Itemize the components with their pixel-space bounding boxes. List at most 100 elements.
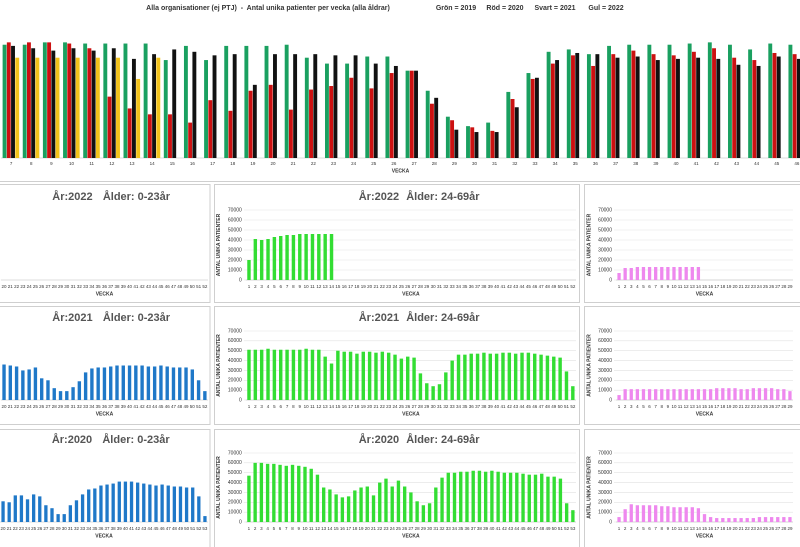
bar [1, 501, 5, 522]
x-tick-label: 35 [92, 526, 98, 531]
x-tick-label: 1 [618, 284, 621, 289]
bar [21, 370, 25, 400]
bar [27, 369, 31, 400]
x-tick-label: 47 [171, 284, 177, 289]
x-tick-label: 47 [539, 404, 545, 409]
x-tick-label: 5 [273, 284, 276, 289]
x-tick-label: 17 [348, 404, 354, 409]
x-tick-label: 15 [334, 526, 340, 531]
bar [712, 48, 716, 159]
bar [203, 516, 207, 522]
x-tick-label: 51 [558, 526, 564, 531]
y-tick-label: 0 [609, 277, 612, 283]
x-tick-label: 8 [291, 526, 294, 531]
bar [414, 70, 418, 158]
bar [788, 391, 792, 400]
x-tick-label: 23 [386, 404, 392, 409]
bar [116, 57, 120, 159]
bar [666, 267, 670, 280]
x-tick-label: 37 [471, 526, 477, 531]
x-tick-label: 16 [190, 161, 196, 166]
x-tick-label: 20 [365, 526, 371, 531]
x-tick-label: 38 [477, 526, 483, 531]
bar [494, 132, 499, 158]
x-tick-label: 20 [733, 284, 739, 289]
x-tick-label: 36 [98, 526, 104, 531]
bar [208, 100, 213, 158]
x-tick-label: 30 [64, 404, 70, 409]
x-tick-label: 4 [267, 284, 270, 289]
x-tick-label: 26 [37, 526, 43, 531]
bar [142, 483, 146, 522]
bar [58, 391, 63, 400]
x-tick-label: 7 [654, 284, 657, 289]
x-tick-label: 10 [304, 404, 310, 409]
bar [178, 367, 182, 400]
chart-subtitle: Ålder: 24-69år [406, 311, 480, 324]
bar [672, 389, 676, 400]
bar [676, 58, 680, 158]
x-tick-label: 28 [432, 161, 438, 166]
x-tick-label: 42 [502, 526, 508, 531]
bar [752, 60, 757, 159]
x-tick-label: 25 [33, 284, 39, 289]
y-tick-label: 30000 [228, 247, 242, 253]
y-tick-label: 70000 [598, 450, 612, 456]
x-tick-label: 22 [380, 404, 386, 409]
x-tick-label: 40 [494, 404, 500, 409]
x-tick-label: 2 [624, 526, 627, 531]
bar [279, 349, 283, 400]
bar [513, 353, 518, 400]
x-tick-label: 40 [494, 284, 500, 289]
x-tick-label: 26 [769, 526, 775, 531]
y-tick-label: 0 [609, 397, 612, 403]
bar [510, 99, 515, 158]
x-tick-label: 42 [135, 526, 141, 531]
bar [393, 354, 397, 400]
bar [678, 267, 682, 280]
bar [733, 388, 737, 400]
x-tick-label: 40 [127, 404, 133, 409]
bar [365, 486, 369, 522]
bar [14, 366, 19, 400]
chart-title: År:2021 [52, 311, 92, 324]
bar [147, 114, 152, 158]
bar [772, 52, 777, 159]
x-tick-label: 20 [367, 404, 373, 409]
bar [272, 237, 277, 280]
bar [127, 365, 132, 400]
bar [285, 235, 289, 280]
x-tick-label: 11 [678, 404, 683, 409]
y-axis-label: ANTAL UNIKA PATIENTER [216, 456, 222, 519]
x-tick-label: 27 [408, 526, 414, 531]
bar [55, 57, 60, 159]
bar [345, 63, 350, 158]
bar [635, 56, 640, 158]
x-tick-label: 6 [648, 526, 651, 531]
x-tick-label: 8 [292, 404, 295, 409]
bar [259, 462, 264, 522]
x-tick-label: 35 [458, 526, 464, 531]
x-tick-label: 22 [13, 526, 19, 531]
bar [545, 355, 550, 400]
bar [8, 365, 13, 400]
bar [434, 97, 439, 158]
x-tick-label: 10 [671, 526, 677, 531]
x-tick-label: 22 [311, 161, 317, 166]
x-tick-label: 46 [165, 284, 171, 289]
x-tick-label: 6 [279, 526, 282, 531]
x-tick-label: 37 [475, 404, 481, 409]
x-tick-label: 11 [89, 161, 94, 166]
x-tick-label: 7 [10, 161, 13, 166]
x-tick-label: 11 [310, 404, 315, 409]
bar [148, 484, 152, 522]
bar [490, 130, 495, 158]
bar [323, 234, 327, 280]
bar [67, 43, 72, 158]
bar [303, 466, 307, 522]
bar [757, 388, 762, 400]
x-tick-label: 31 [71, 284, 77, 289]
x-tick-label: 34 [553, 161, 559, 166]
bar [33, 367, 38, 400]
bar [159, 365, 163, 400]
